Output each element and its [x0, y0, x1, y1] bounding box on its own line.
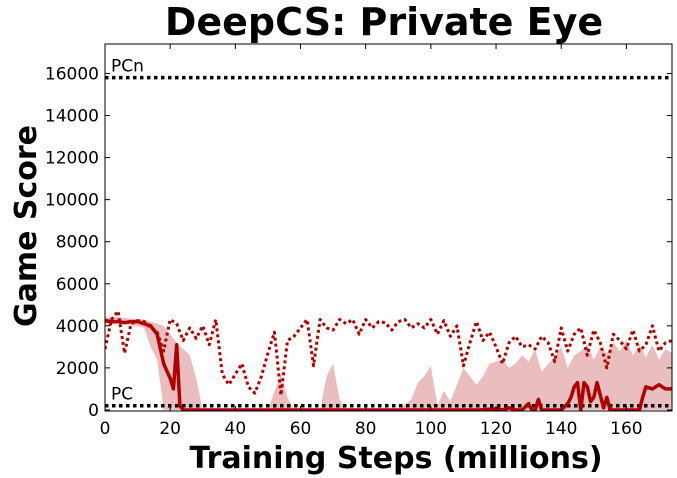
y-tick-label: 10000: [45, 191, 99, 211]
y-tick-label: 14000: [45, 107, 99, 127]
x-tick-label: 120: [480, 419, 512, 439]
y-tick-label: 8000: [56, 233, 99, 253]
reference-label-pcn: PCn: [111, 57, 144, 77]
x-tick-label: 20: [159, 419, 181, 439]
chart-title: DeepCS: Private Eye: [165, 0, 603, 44]
y-axis-label: Game Score: [9, 125, 44, 327]
y-tick-label: 2000: [56, 359, 99, 379]
plot-area: [105, 75, 672, 411]
y-tick-label: 16000: [45, 64, 99, 84]
series-line-solid: [105, 318, 672, 411]
plot-frame: [104, 43, 673, 412]
series-line-dotted: [105, 309, 672, 397]
x-tick-label: 40: [225, 419, 247, 439]
reference-label-pc: PC: [111, 385, 133, 405]
x-tick-label: 160: [610, 419, 642, 439]
y-tick-label: 4000: [56, 317, 99, 337]
y-tick-label: 12000: [45, 149, 99, 169]
x-tick-label: 60: [290, 419, 312, 439]
x-tick-label: 140: [545, 419, 577, 439]
y-tick-label: 0: [88, 401, 99, 421]
y-tick-label: 6000: [56, 275, 99, 295]
axis-ticks: 0 20 40 60 80 100 120 140 160 0 2000 4000 6000 8000 10…: [45, 44, 672, 439]
x-tick-label: 80: [355, 419, 377, 439]
confidence-band: [105, 317, 672, 410]
x-tick-label: 100: [415, 419, 447, 439]
reference-labels: PCn PC: [111, 57, 144, 405]
x-axis-label: Training Steps (millions): [189, 441, 602, 476]
x-tick-label: 0: [100, 419, 111, 439]
